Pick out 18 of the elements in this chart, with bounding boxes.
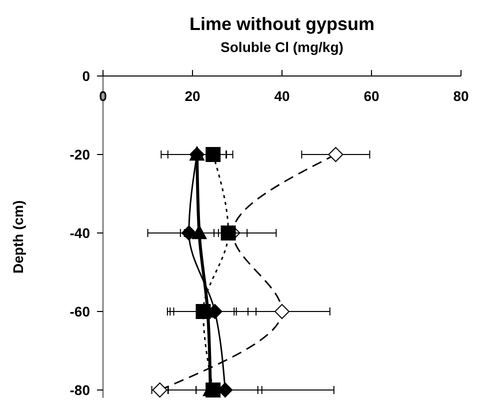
x-tick-label: 60 [364, 88, 380, 104]
point [192, 224, 207, 240]
y-tick-label: 0 [82, 68, 90, 84]
y-axis-title: Depth (cm) [10, 200, 26, 274]
x-tick-label: 80 [453, 88, 469, 104]
y-tick-label: -20 [70, 146, 90, 162]
point [328, 147, 344, 162]
y-tick-label: -40 [70, 225, 90, 241]
x-tick-label: 0 [99, 88, 108, 104]
x-tick-label: 40 [274, 88, 290, 104]
point [274, 304, 290, 319]
point [220, 226, 236, 240]
chart-title: Lime without gypsum [189, 14, 375, 34]
x-axis-title: Soluble Cl (mg/kg) [220, 39, 344, 55]
x-tick-label: 20 [184, 88, 200, 104]
point [206, 147, 221, 162]
y-tick-label: -60 [70, 304, 90, 320]
y-tick-label: -80 [70, 382, 90, 398]
